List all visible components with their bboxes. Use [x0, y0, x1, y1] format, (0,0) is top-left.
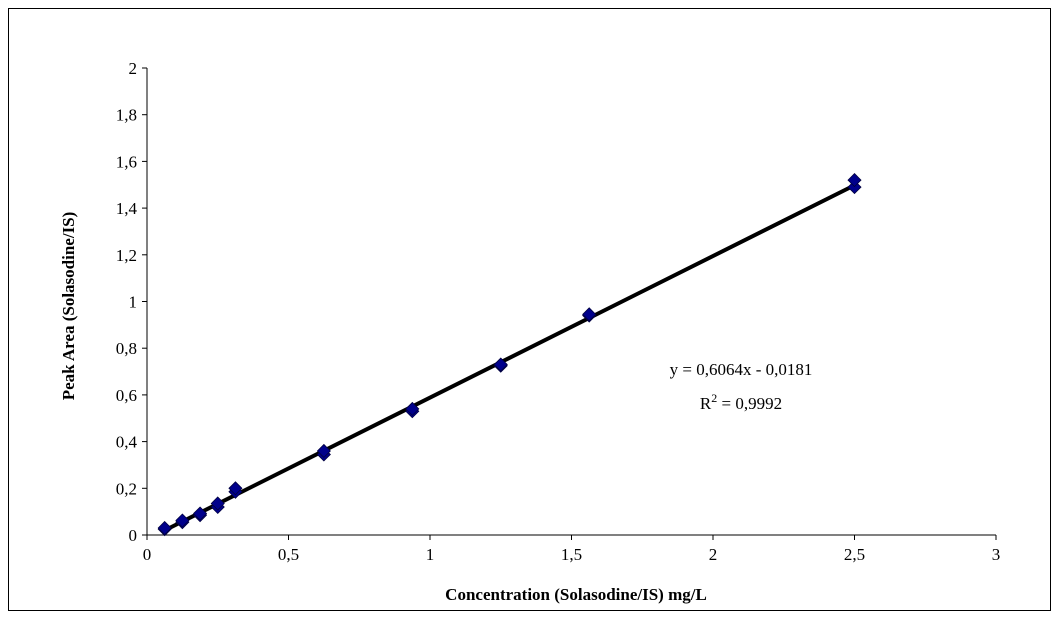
- data-point: [228, 481, 243, 496]
- axes: [142, 67, 997, 540]
- data-points: [157, 173, 862, 537]
- x-tick-label: 0,5: [278, 545, 299, 564]
- r-squared-value: = 0,9992: [717, 394, 782, 413]
- scatter-chart: 0 0,2 0,4 0,6 0,8 1 1,2 1,4 1,6 1,8 2 0 0,5 1 1,5 2 2,5 3…: [59, 59, 1001, 604]
- r-squared-label: R2 = 0,9992: [700, 391, 782, 413]
- x-axis-title: Concentration (Solasodine/IS) mg/L: [445, 585, 707, 604]
- trendline: [162, 183, 857, 533]
- y-tick-label: 1,4: [116, 199, 138, 218]
- data-point: [157, 520, 172, 536]
- y-tick-label: 1,8: [116, 106, 137, 125]
- trendline-equation: y = 0,6064x - 0,0181: [670, 360, 813, 379]
- chart-frame: 0 0,2 0,4 0,6 0,8 1 1,2 1,4 1,6 1,8 2 0 0,5 1 1,5 2 2,5 3…: [8, 8, 1051, 611]
- y-tick-label: 0,4: [116, 433, 138, 452]
- y-tick-label: 0,8: [116, 339, 137, 358]
- tick-labels: 0 0,2 0,4 0,6 0,8 1 1,2 1,4 1,6 1,8 2 0 0,5 1 1,5 2 2,5 3: [116, 59, 1001, 564]
- data-point: [175, 513, 190, 528]
- data-point: [847, 173, 862, 188]
- x-tick-label: 2,5: [844, 545, 865, 564]
- y-tick-label: 1: [129, 293, 138, 312]
- r-squared-superscript: 2: [711, 391, 717, 405]
- x-tick-label: 3: [992, 545, 1001, 564]
- y-axis-title: Peak Area (Solasodine/IS): [59, 212, 78, 401]
- r-squared-letter: R: [700, 394, 712, 413]
- x-tick-label: 1,5: [561, 545, 582, 564]
- y-tick-label: 1,2: [116, 246, 137, 265]
- x-tick-label: 0: [143, 545, 152, 564]
- y-tick-label: 1,6: [116, 152, 137, 171]
- data-point: [582, 307, 597, 322]
- data-point: [493, 357, 508, 372]
- data-point: [210, 496, 225, 511]
- y-tick-label: 0: [129, 526, 138, 545]
- y-tick-label: 0,2: [116, 479, 137, 498]
- x-tick-label: 2: [709, 545, 718, 564]
- data-point: [316, 443, 331, 459]
- y-tick-label: 2: [129, 59, 138, 78]
- data-point: [405, 401, 420, 416]
- data-point: [192, 506, 208, 521]
- trendline-group: [162, 183, 857, 533]
- y-tick-label: 0,6: [116, 386, 137, 405]
- x-tick-label: 1: [426, 545, 435, 564]
